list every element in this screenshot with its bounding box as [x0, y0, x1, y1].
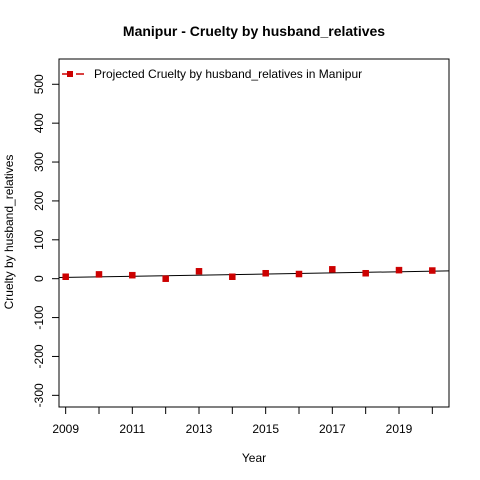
legend-label: Projected Cruelty by husband_relatives i… [94, 67, 362, 81]
data-point-2010 [95, 271, 103, 278]
data-point-2019 [395, 266, 403, 274]
data-point-2018 [362, 269, 369, 277]
x-tick-label-2019: 2019 [386, 422, 413, 436]
legend-marker [67, 71, 73, 77]
data-point-2011 [129, 271, 136, 279]
data-point-2017 [329, 266, 336, 273]
y-tick-label--200: -200 [32, 344, 46, 368]
x-tick-label-2011: 2011 [119, 422, 145, 436]
data-point-2014 [229, 273, 236, 280]
y-axis-label: Cruelty by husband_relatives [2, 155, 16, 310]
x-tick-label-2015: 2015 [252, 422, 279, 436]
data-point-2013 [195, 268, 203, 275]
data-point-2012 [162, 275, 169, 282]
y-tick-label-400: 400 [32, 113, 46, 133]
data-point-2009 [62, 273, 69, 280]
y-tick-label--100: -100 [32, 305, 46, 329]
x-axis-label: Year [242, 451, 266, 465]
x-tick-label-2009: 2009 [52, 422, 79, 436]
chart-title: Manipur - Cruelty by husband_relatives [123, 23, 385, 39]
y-tick-label-500: 500 [32, 74, 46, 94]
plot-area: 2009 2011 2013 2015 2017 2019 -300 -200 -100 0 100… [32, 58, 450, 436]
y-tick-label-200: 200 [32, 191, 46, 211]
data-point-2015 [262, 269, 269, 277]
x-tick-label-2017: 2017 [319, 422, 346, 436]
trend-line [58, 270, 450, 279]
plot-frame [58, 58, 450, 408]
data-point-2016 [295, 270, 303, 278]
x-tick-label-2013: 2013 [186, 422, 213, 436]
data-point-2020 [429, 267, 436, 274]
y-tick-label-300: 300 [32, 152, 46, 172]
y-tick-label--300: -300 [32, 383, 46, 407]
y-tick-label-100: 100 [32, 229, 46, 249]
y-tick-label-0: 0 [32, 275, 46, 282]
